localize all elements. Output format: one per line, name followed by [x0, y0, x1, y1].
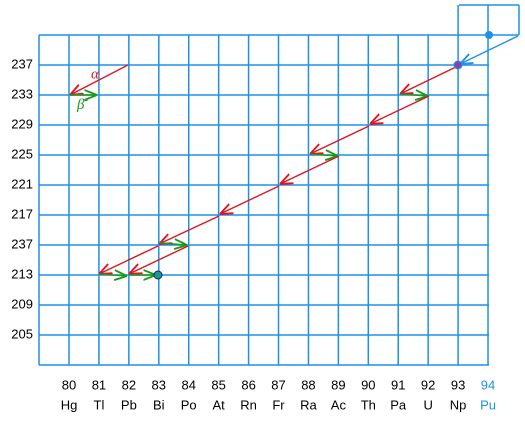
element-symbol: At [213, 397, 226, 412]
element-symbol: Pa [390, 397, 407, 412]
atomic-number: 85 [211, 377, 225, 392]
element-symbol: U [423, 397, 432, 412]
y-label: 229 [11, 116, 33, 131]
atomic-number: 89 [331, 377, 345, 392]
atomic-number: 86 [241, 377, 255, 392]
element-symbol: Np [450, 397, 467, 412]
element-symbol: Ac [331, 397, 347, 412]
element-symbol: Hg [61, 397, 78, 412]
atomic-number: 84 [181, 377, 195, 392]
y-label: 213 [11, 266, 33, 281]
decay-arrows [70, 31, 519, 279]
element-symbol: Tl [94, 397, 105, 412]
atomic-number: 88 [301, 377, 315, 392]
element-symbol: Fr [272, 397, 285, 412]
element-symbol: Po [181, 397, 197, 412]
atomic-number: 81 [92, 377, 106, 392]
element-symbol: Ra [300, 397, 317, 412]
y-label: 205 [11, 326, 33, 341]
grid [38, 4, 520, 366]
beta-symbol: β [76, 97, 85, 113]
atomic-number: 93 [451, 377, 465, 392]
y-label: 233 [11, 86, 33, 101]
atomic-number: 83 [152, 377, 166, 392]
element-symbol: Bi [153, 397, 165, 412]
atomic-number: 80 [62, 377, 76, 392]
atomic-number: 90 [361, 377, 375, 392]
y-label: 237 [11, 56, 33, 71]
axis-labels: 237 233 229 225 221 217 237 213 209 205 80 Hg 81 Tl 82… [11, 56, 496, 412]
atomic-number: 82 [122, 377, 136, 392]
atomic-number: 92 [421, 377, 435, 392]
atomic-number: 87 [271, 377, 285, 392]
element-symbol: Th [361, 397, 376, 412]
beta-sign: - [84, 94, 88, 106]
y-label: 237 [11, 236, 33, 251]
y-label: 225 [11, 146, 33, 161]
atomic-number: 91 [391, 377, 405, 392]
element-symbol: Rn [240, 397, 257, 412]
element-symbol: Pb [121, 397, 137, 412]
beta-label: β- [76, 94, 88, 114]
atomic-number: 94 [481, 377, 495, 392]
y-label: 209 [11, 296, 33, 311]
element-symbol: Pu [480, 397, 496, 412]
y-label: 221 [11, 176, 33, 191]
y-label: 217 [11, 206, 33, 221]
alpha-label: α [91, 66, 100, 82]
